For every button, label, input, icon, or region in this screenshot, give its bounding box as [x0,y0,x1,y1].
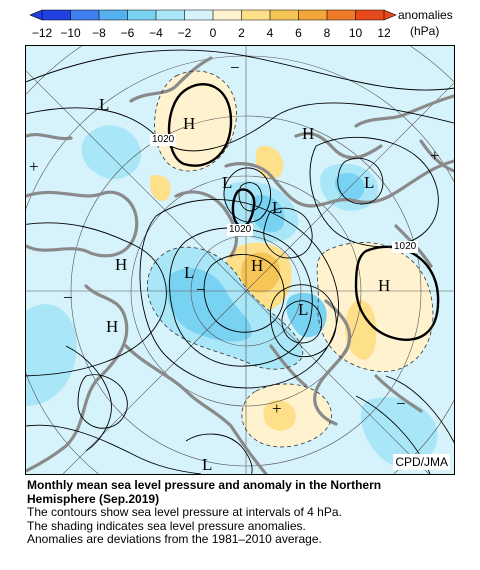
negative-anomaly-area [167,268,252,342]
low-pressure-center-label: L [222,173,233,192]
contour-value-label: 1020 [392,241,419,253]
colorbar-min-arrow [30,10,42,20]
contour-value-label: 1020 [227,224,254,236]
isobar-1020 [167,83,440,341]
colorbar-cell [298,10,328,20]
low-pressure-center-label: L [272,198,283,217]
low-pressure-center-label: L [364,173,375,192]
positive-anomaly-area [149,175,171,201]
colorbar-cell [70,10,100,20]
anomaly-sign-label: + [430,146,440,165]
colorbar-max-arrow [384,10,396,20]
anomaly-sign-label: + [272,399,282,418]
colorbar-cell [42,10,71,20]
colorbar-cell [270,10,299,20]
colorbar-cell [156,10,185,20]
colorbar-unit-label: anomalies [398,8,453,22]
zero-anomaly-lines [147,70,434,448]
low-pressure-center-label: L [202,455,213,474]
colorbar-tick-label: −6 [121,26,135,40]
high-pressure-center-label: H [251,256,264,275]
colorbar-tick-label: −2 [178,26,192,40]
colorbar-tick-label: 12 [377,26,391,40]
low-pressure-center-label: L [99,95,110,114]
colorbar-cell [184,10,214,20]
positive-anomaly-area [263,400,296,431]
negative-anomaly-area [360,397,438,467]
colorbar-cell [355,10,385,20]
high-pressure-center-label: H [378,276,391,295]
caption-title: Hemisphere (Sep.2019) [27,491,160,506]
high-pressure-center-label: H [106,317,119,336]
polar-stereographic-map: L H H L H L L H L L H H L − + + − − + − … [25,45,455,475]
negative-anomaly-area [250,195,285,233]
anomaly-shading [26,46,454,474]
anomaly-sign-label: − [396,394,406,413]
colorbar-cell [127,10,157,20]
caption-line: The contours show sea level pressure at … [27,505,342,519]
high-pressure-center-label: H [302,124,315,143]
colorbar-tick-label: 10 [349,26,363,40]
positive-anomaly-area [240,252,281,293]
colorbar-tick-label: −10 [60,26,81,40]
positive-anomaly-area [344,300,377,360]
colorbar-tick-label: 8 [324,26,331,40]
colorbar-cell [213,10,242,20]
high-pressure-center-label: H [115,255,128,274]
anomaly-sign-label: − [196,280,206,299]
anomaly-sign-label: + [29,157,39,176]
caption-line: The shading indicates sea level pressure… [27,518,306,533]
anomaly-sign-label: − [230,58,240,77]
high-pressure-center-label: H [183,114,196,133]
colorbar-tick-label: 2 [238,26,245,40]
colorbar-ticks: −12 −10 −8 −6 −4 −2 0 2 4 6 8 10 12 [32,10,391,40]
credit-label: CPD/JMA [393,454,450,470]
colorbar-tick-label: −4 [149,26,163,40]
colorbar-cells [29,9,397,21]
colorbar-tick-label: 6 [295,26,302,40]
colorbar-tick-label: 0 [210,26,217,40]
colorbar-cell [99,10,128,20]
colorbar-unit-label: (hPa) [410,24,439,38]
caption-title: Monthly mean sea level pressure and anom… [27,478,382,492]
colorbar-cell [241,10,271,20]
negative-anomaly-area [81,125,142,180]
caption-line: Anomalies are deviations from the 1981–2… [27,532,322,546]
colorbar-tick-label: −8 [92,26,106,40]
figure-caption: Monthly mean sea level pressure and anom… [27,478,467,547]
coastlines [26,56,454,474]
low-pressure-center-label: L [184,263,195,282]
colorbar-cell [327,10,356,20]
contour-value-label: 1020 [150,134,177,146]
anomaly-colorbar: −12 −10 −8 −6 −4 −2 0 2 4 6 8 10 12 anomalies (hPa) [29,8,453,40]
colorbar-tick-label: −12 [32,26,53,40]
colorbar-tick-label: 4 [267,26,274,40]
low-pressure-center-label: L [298,300,309,319]
negative-anomaly-area [286,292,327,338]
negative-anomaly-area [26,304,77,406]
anomaly-sign-label: − [63,288,73,307]
